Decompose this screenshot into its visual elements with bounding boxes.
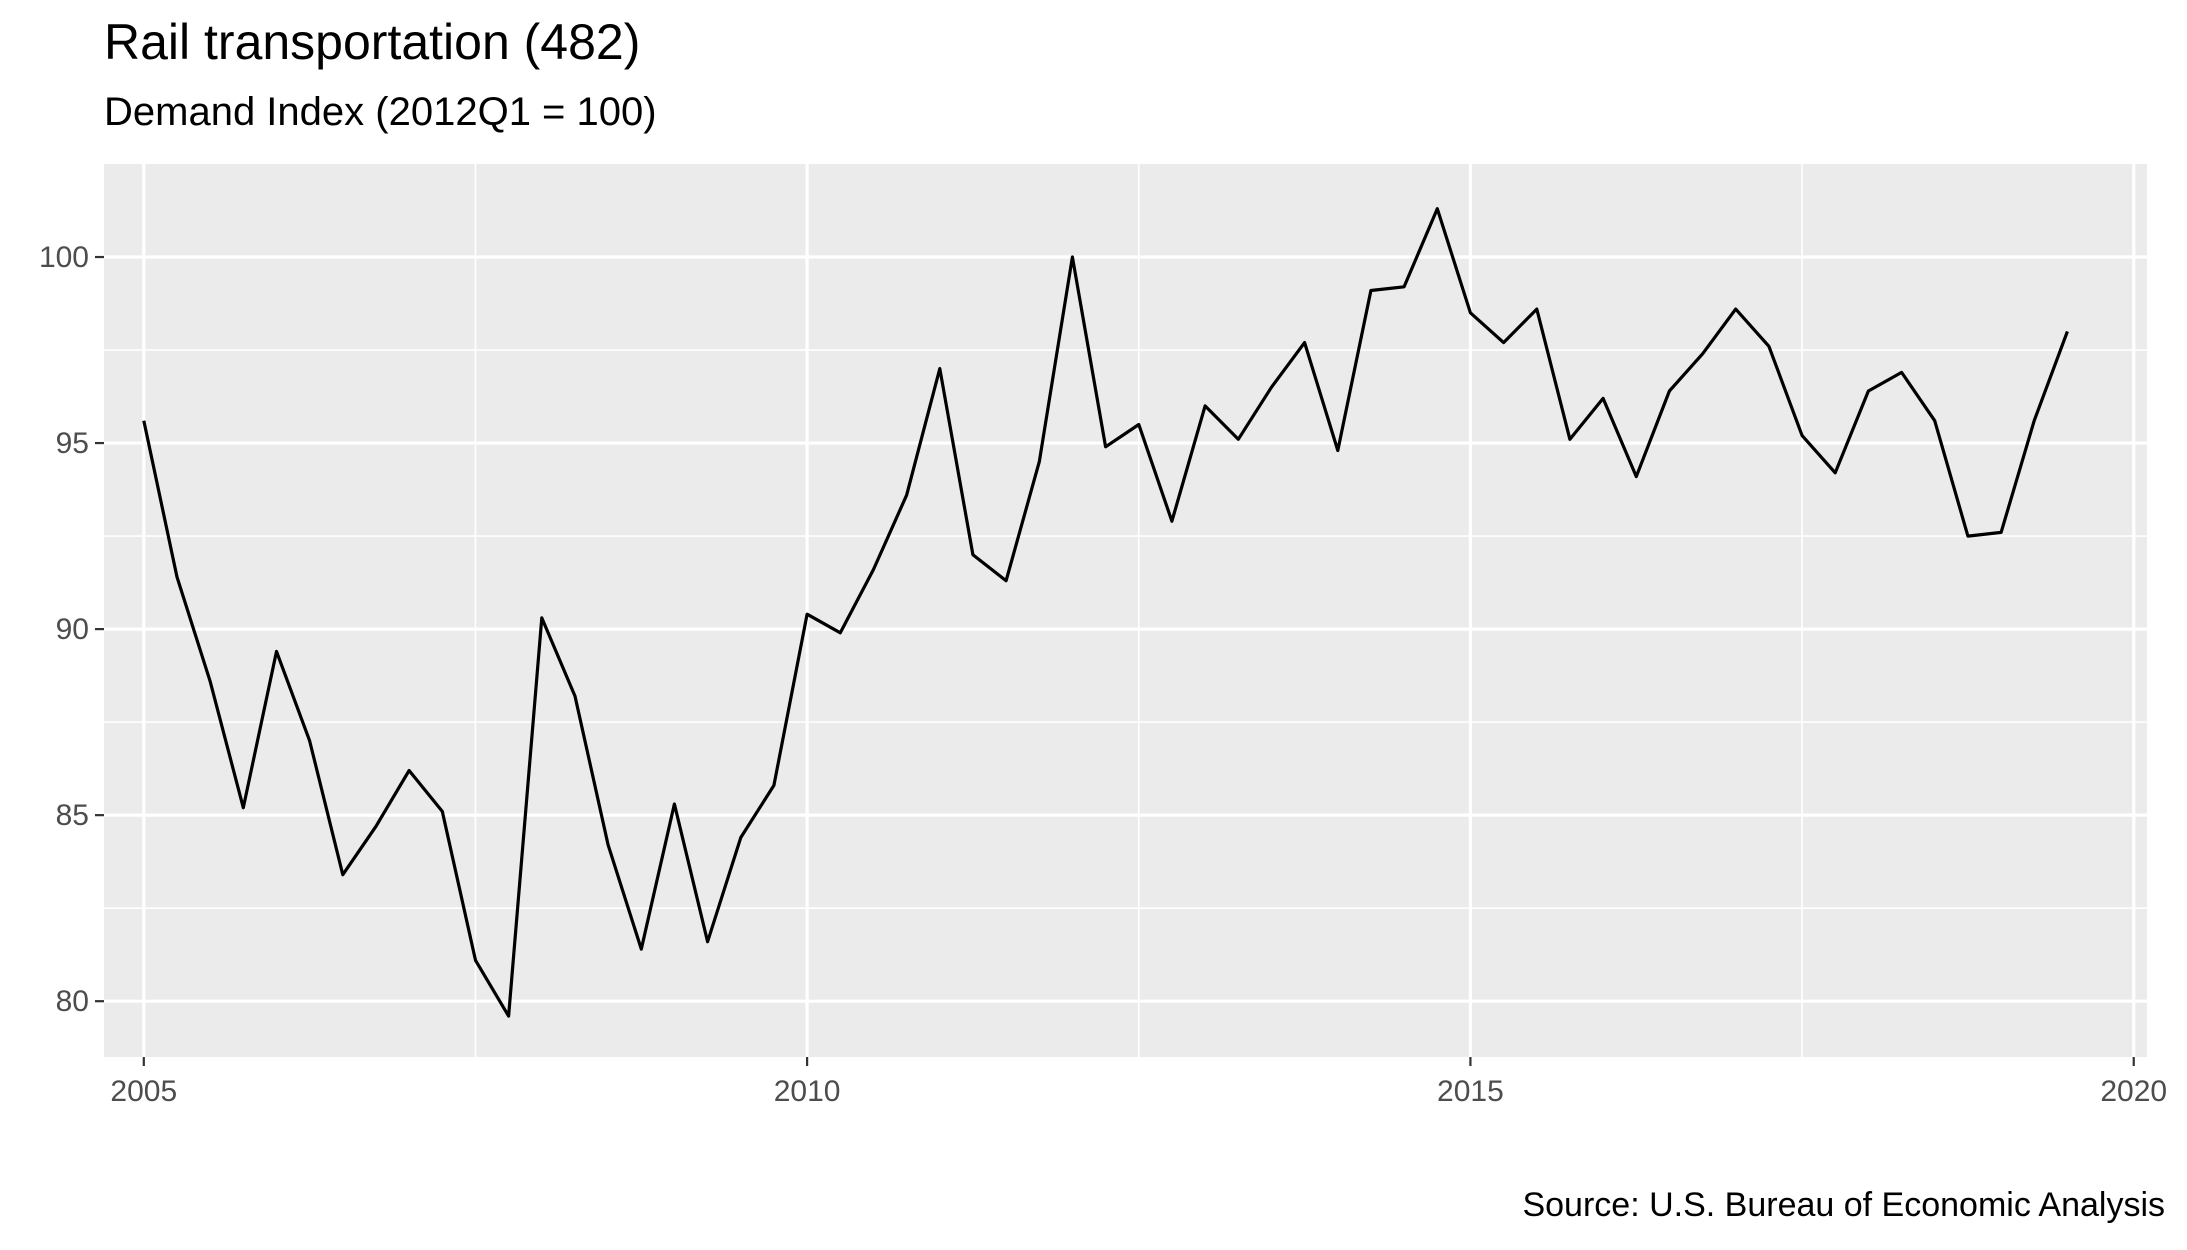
y-tick-label: 85 bbox=[56, 799, 89, 832]
x-tick-label: 2020 bbox=[2100, 1075, 2167, 1108]
x-tick-label: 2010 bbox=[774, 1075, 841, 1108]
chart-caption: Source: U.S. Bureau of Economic Analysis bbox=[1522, 1186, 2165, 1224]
series-line bbox=[142, 207, 2069, 1018]
grid-minor bbox=[104, 164, 2147, 1057]
y-tick-label: 80 bbox=[56, 985, 89, 1018]
x-axis: 2005 2010 2015 2020 bbox=[110, 1057, 2167, 1108]
y-tick-label: 100 bbox=[39, 241, 89, 274]
chart-subtitle: Demand Index (2012Q1 = 100) bbox=[104, 90, 657, 134]
x-tick-label: 2015 bbox=[1437, 1075, 1504, 1108]
y-axis: 80 85 90 95 100 bbox=[39, 241, 104, 1018]
y-tick-label: 90 bbox=[56, 613, 89, 646]
y-tick-label: 95 bbox=[56, 427, 89, 460]
chart-title: Rail transportation (482) bbox=[104, 14, 641, 70]
plot-panel bbox=[104, 164, 2147, 1057]
x-tick-label: 2005 bbox=[110, 1075, 177, 1108]
